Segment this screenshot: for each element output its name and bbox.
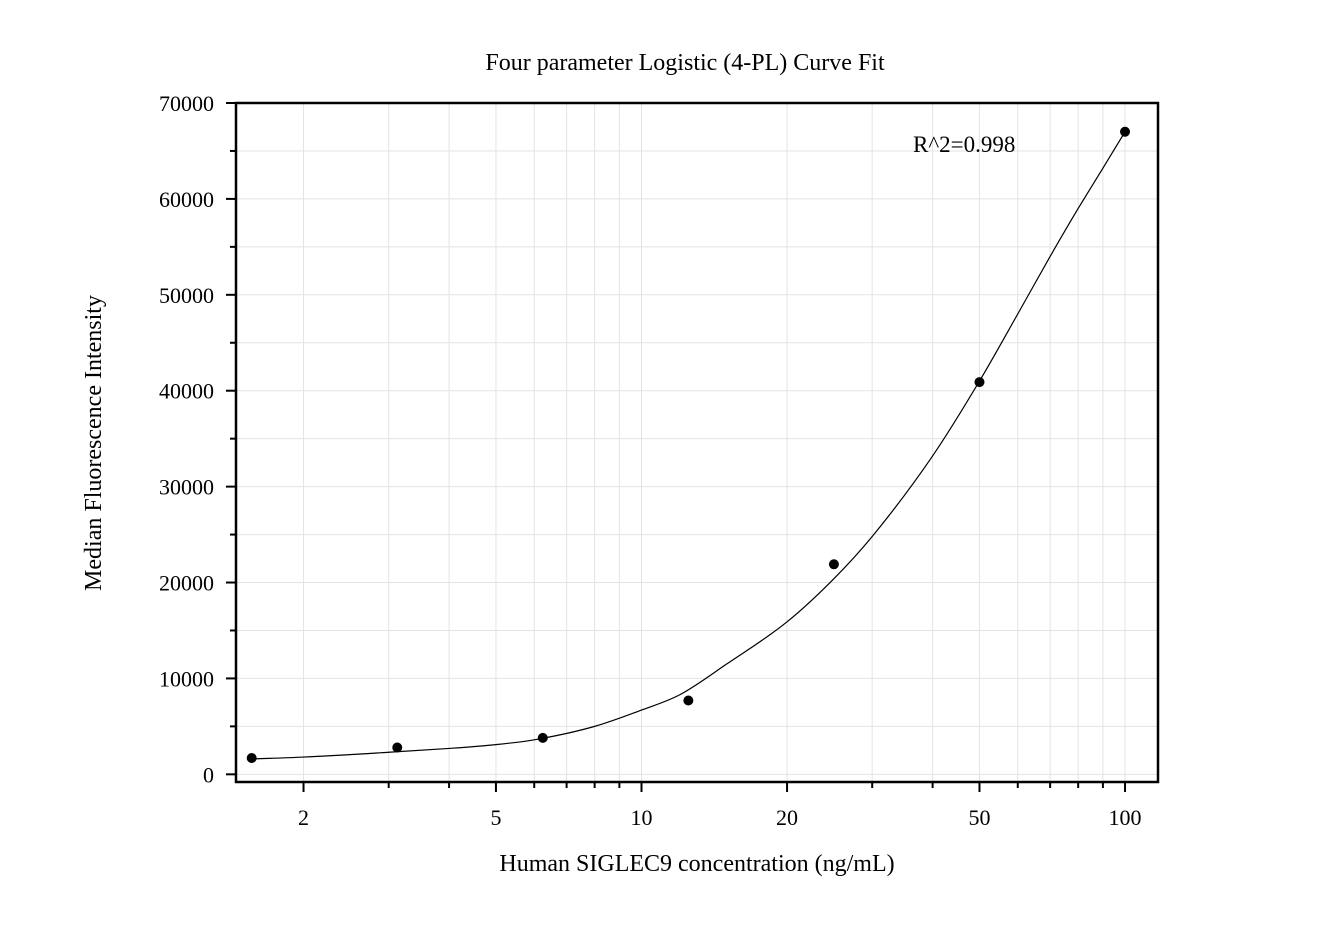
fit-curve-layer bbox=[251, 131, 1126, 760]
grid-lines bbox=[236, 102, 1158, 782]
data-point bbox=[246, 753, 257, 764]
data-point bbox=[828, 559, 839, 570]
y-tick-label: 20000 bbox=[159, 571, 214, 596]
data-point bbox=[392, 742, 403, 753]
x-tick-label: 2 bbox=[298, 805, 309, 830]
y-tick-label: 10000 bbox=[159, 666, 214, 691]
y-axis-label: Median Fluorescence Intensity bbox=[81, 295, 107, 591]
axes: 2 5 10 20 50 100 0 10000 20000 30000 40000 50000 600… bbox=[159, 91, 1142, 830]
fit-curve bbox=[251, 131, 1126, 760]
x-axis-label: Human SIGLEC9 concentration (ng/mL) bbox=[499, 851, 894, 877]
x-tick-label: 100 bbox=[1109, 805, 1142, 830]
y-tick-label: 50000 bbox=[159, 283, 214, 308]
data-point bbox=[537, 732, 548, 743]
chart-title: Four parameter Logistic (4-PL) Curve Fit bbox=[485, 50, 885, 76]
data-points bbox=[246, 126, 1131, 764]
x-tick-label: 50 bbox=[968, 805, 990, 830]
y-tick-label: 60000 bbox=[159, 187, 214, 212]
y-tick-label: 70000 bbox=[159, 91, 214, 116]
x-tick-label: 10 bbox=[631, 805, 653, 830]
x-tick-label: 5 bbox=[490, 805, 501, 830]
y-tick-label: 40000 bbox=[159, 379, 214, 404]
plot-frame bbox=[234, 101, 1160, 784]
y-tick-label: 30000 bbox=[159, 475, 214, 500]
data-point bbox=[1120, 126, 1131, 137]
x-tick-label: 20 bbox=[776, 805, 798, 830]
data-point bbox=[974, 377, 985, 388]
y-tick-label: 0 bbox=[203, 762, 214, 787]
r-squared-annotation: R^2=0.998 bbox=[913, 132, 1015, 157]
data-point bbox=[683, 695, 694, 706]
